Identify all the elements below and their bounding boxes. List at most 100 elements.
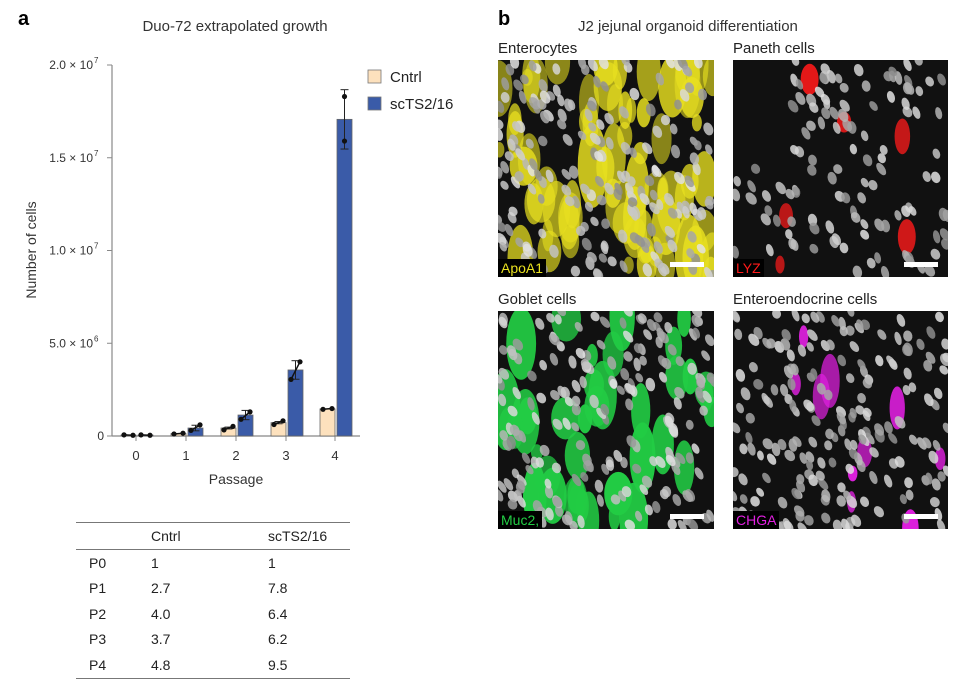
- nucleus: [639, 484, 649, 495]
- nucleus: [734, 328, 743, 341]
- nucleus: [590, 216, 599, 227]
- nucleus: [692, 162, 701, 176]
- x-tick-label: 1: [182, 448, 189, 463]
- nucleus: [922, 437, 932, 449]
- nucleus: [687, 362, 697, 375]
- nucleus: [594, 479, 604, 493]
- nucleus: [601, 218, 611, 229]
- replicate-connector: [322, 407, 333, 411]
- nucleus: [503, 478, 514, 491]
- nucleus: [804, 515, 814, 526]
- nucleus: [764, 205, 773, 216]
- data-point: [341, 138, 348, 144]
- nucleus: [807, 213, 818, 226]
- nucleus: [896, 313, 906, 327]
- nucleus: [646, 319, 657, 332]
- nucleus: [515, 148, 526, 161]
- nucleus: [866, 257, 876, 269]
- nucleus: [689, 152, 700, 165]
- nucleus: [653, 312, 663, 323]
- nucleus: [687, 518, 699, 529]
- nucleus: [560, 386, 570, 399]
- nucleus: [777, 439, 787, 451]
- nucleus: [577, 130, 587, 141]
- nucleus: [886, 355, 897, 368]
- nucleus: [784, 449, 796, 462]
- nucleus: [520, 74, 529, 85]
- x-axis-label: Passage: [209, 471, 264, 487]
- nucleus: [555, 505, 564, 517]
- nucleus: [510, 176, 521, 189]
- nucleus: [839, 83, 849, 93]
- nucleus: [868, 180, 878, 191]
- stain-signal: [636, 60, 661, 101]
- nucleus: [532, 500, 543, 514]
- nucleus: [849, 407, 857, 419]
- stain-signal: [702, 60, 714, 97]
- bar-scts216-p4: [336, 118, 353, 437]
- nucleus: [888, 432, 898, 444]
- nucleus: [789, 399, 797, 413]
- table-cell: P1: [89, 580, 107, 597]
- nucleus: [649, 189, 658, 201]
- nucleus: [860, 219, 869, 230]
- nucleus: [498, 221, 507, 232]
- nucleus: [644, 175, 655, 187]
- stain-signal: [934, 447, 946, 471]
- nucleus: [599, 316, 611, 328]
- nucleus: [619, 317, 627, 329]
- nucleus: [942, 422, 948, 434]
- nucleus: [594, 151, 604, 162]
- nucleus: [534, 168, 542, 182]
- nucleus: [935, 311, 944, 323]
- nucleus: [903, 367, 912, 380]
- nucleus: [571, 395, 581, 407]
- nucleus: [796, 480, 806, 493]
- nucleus: [860, 177, 869, 188]
- nucleus: [939, 228, 948, 241]
- nucleus: [528, 60, 537, 72]
- nucleus: [874, 252, 882, 264]
- micrograph-goblet: Muc2,: [498, 311, 714, 529]
- nucleus: [706, 509, 714, 522]
- nucleus: [498, 480, 507, 493]
- nucleus: [581, 237, 592, 251]
- nucleus: [654, 258, 664, 269]
- nucleus: [498, 232, 507, 246]
- nucleus: [705, 144, 713, 155]
- nucleus: [552, 496, 563, 508]
- stain-label: Muc2,: [498, 511, 543, 529]
- nucleus: [587, 100, 597, 112]
- nucleus: [682, 206, 690, 219]
- nucleus: [572, 195, 580, 209]
- nucleus: [862, 154, 873, 167]
- nucleus: [691, 443, 700, 454]
- nucleus: [536, 392, 547, 404]
- nucleus: [935, 107, 943, 120]
- nucleus: [772, 214, 781, 227]
- nucleus: [912, 106, 921, 119]
- nucleus: [629, 207, 639, 221]
- y-tick-exponent: 7: [94, 56, 99, 65]
- nucleus: [633, 357, 641, 372]
- nucleus: [633, 343, 643, 354]
- nucleus: [521, 452, 531, 464]
- nucleus: [540, 111, 550, 124]
- nucleus: [894, 416, 906, 429]
- nucleus: [677, 519, 687, 529]
- nucleus: [790, 239, 799, 251]
- table-row: P1 2.7 7.8: [76, 576, 350, 602]
- bar-chart: 05.0 × 10 61.0 × 10 71.5 × 10 72.0 × 10 70 1 2…: [23, 56, 453, 487]
- nucleus: [792, 436, 802, 447]
- nucleus: [596, 407, 607, 420]
- nucleus: [665, 60, 675, 69]
- nucleus: [937, 73, 946, 86]
- nucleus: [847, 311, 855, 317]
- nucleus: [499, 241, 507, 252]
- nucleus: [766, 338, 776, 349]
- nucleus: [609, 378, 618, 389]
- stain-signal: [800, 63, 819, 95]
- x-tick-label: 3: [282, 448, 289, 463]
- nucleus: [579, 376, 587, 389]
- nucleus: [652, 501, 661, 514]
